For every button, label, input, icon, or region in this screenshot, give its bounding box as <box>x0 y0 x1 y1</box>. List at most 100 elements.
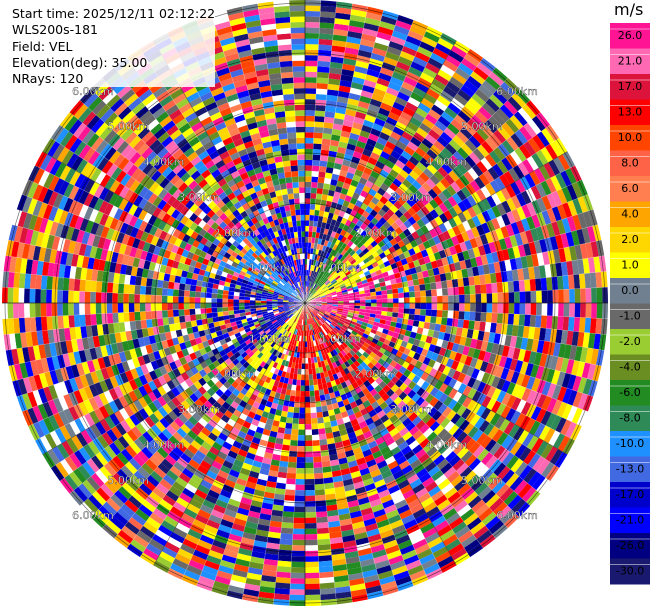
velocity-gate <box>139 303 146 312</box>
velocity-gate <box>541 290 548 303</box>
velocity-gate <box>503 170 515 185</box>
velocity-gate <box>308 236 312 243</box>
velocity-gate <box>412 112 426 123</box>
velocity-gate <box>335 287 341 292</box>
velocity-gate <box>423 31 441 43</box>
velocity-gate <box>514 179 526 193</box>
velocity-gate <box>327 283 333 288</box>
velocity-gate <box>311 265 315 272</box>
velocity-gate <box>299 407 305 414</box>
velocity-gate <box>305 517 317 524</box>
velocity-gate <box>319 160 328 167</box>
velocity-gate <box>501 213 511 226</box>
velocity-gate <box>305 16 320 23</box>
velocity-gate <box>320 296 327 299</box>
velocity-gate <box>406 197 416 208</box>
velocity-gate <box>313 137 323 145</box>
velocity-gate <box>536 131 550 147</box>
velocity-gate <box>426 88 441 100</box>
velocity-gate <box>381 294 388 299</box>
velocity-gate <box>313 220 318 227</box>
velocity-gate <box>412 245 421 254</box>
velocity-gate <box>305 170 312 177</box>
velocity-gate <box>327 247 333 254</box>
velocity-gate <box>335 7 352 15</box>
velocity-gate <box>305 33 320 39</box>
velocity-gate <box>525 291 531 303</box>
velocity-gate <box>349 197 358 205</box>
velocity-gate <box>84 314 92 327</box>
velocity-gate <box>346 287 353 292</box>
velocity-gate <box>353 224 361 232</box>
velocity-gate <box>367 264 374 271</box>
velocity-gate <box>314 284 318 290</box>
velocity-gate <box>332 40 347 48</box>
velocity-gate <box>435 258 444 268</box>
velocity-gate <box>407 225 416 234</box>
velocity-gate <box>577 196 588 213</box>
velocity-gate <box>428 275 436 284</box>
velocity-gate <box>332 256 338 263</box>
velocity-gate <box>520 190 532 205</box>
velocity-gate <box>467 118 481 132</box>
velocity-gate <box>481 222 491 234</box>
velocity-gate <box>540 146 554 163</box>
velocity-gate <box>500 187 512 201</box>
velocity-gate <box>467 97 482 111</box>
velocity-gate <box>497 303 504 314</box>
velocity-gate <box>330 262 337 269</box>
velocity-gate <box>558 248 567 263</box>
velocity-gate <box>421 138 434 149</box>
velocity-gate <box>580 303 586 318</box>
velocity-gate <box>456 251 465 262</box>
velocity-gate <box>29 317 37 332</box>
velocity-gate <box>387 111 401 122</box>
velocity-gate <box>315 505 327 513</box>
velocity-gate <box>365 260 372 268</box>
velocity-gate <box>305 363 309 370</box>
velocity-gate <box>509 258 518 271</box>
velocity-gate <box>305 60 318 67</box>
velocity-gate <box>441 288 449 296</box>
velocity-gate <box>557 154 571 171</box>
velocity-gate <box>341 257 348 265</box>
velocity-gate <box>360 230 368 238</box>
velocity-gate <box>134 294 140 303</box>
velocity-gate <box>341 69 355 77</box>
velocity-gate <box>370 128 382 137</box>
velocity-gate <box>457 319 464 328</box>
velocity-gate <box>474 284 482 295</box>
velocity-gate <box>280 449 290 457</box>
velocity-gate <box>339 255 346 263</box>
velocity-gate <box>360 190 369 199</box>
velocity-gate <box>305 578 320 584</box>
velocity-gate <box>430 282 437 290</box>
velocity-gate <box>441 162 453 174</box>
velocity-gate <box>408 66 423 78</box>
velocity-gate <box>401 131 414 142</box>
velocity-gate <box>412 56 428 68</box>
velocity-gate <box>401 150 412 161</box>
velocity-gate <box>466 194 477 207</box>
velocity-gate <box>442 188 453 200</box>
velocity-gate <box>393 25 410 36</box>
velocity-gate <box>316 272 321 279</box>
velocity-gate <box>322 286 329 291</box>
velocity-gate <box>305 396 311 403</box>
velocity-gate <box>457 200 468 213</box>
velocity-gate <box>471 226 480 238</box>
velocity-gate <box>305 93 316 100</box>
velocity-gate <box>391 30 408 41</box>
velocity-gate <box>370 52 386 62</box>
velocity-gate <box>420 296 427 303</box>
velocity-gate <box>357 195 366 203</box>
velocity-gate <box>332 282 339 287</box>
velocity-gate <box>346 36 362 45</box>
velocity-gate <box>183 296 190 303</box>
velocity-gate <box>317 288 323 293</box>
velocity-gate <box>408 155 420 166</box>
velocity-gate <box>308 281 311 288</box>
velocity-gate <box>353 231 361 239</box>
velocity-gate <box>470 294 476 303</box>
velocity-gate <box>227 298 234 303</box>
